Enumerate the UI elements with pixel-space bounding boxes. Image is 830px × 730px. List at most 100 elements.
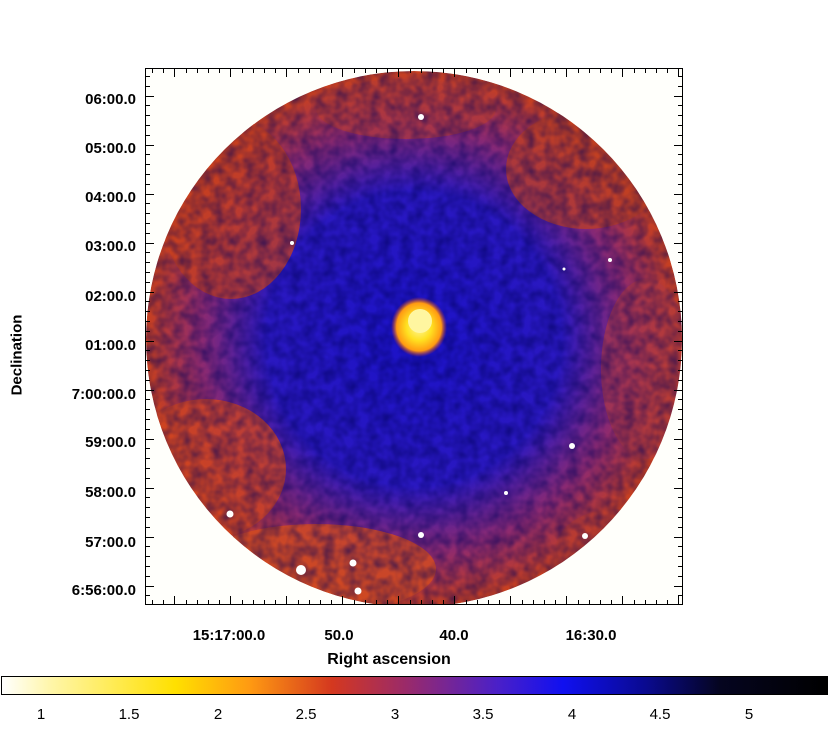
tick-mark: [146, 350, 150, 352]
tick-mark: [308, 69, 310, 73]
y-tick-label: 02:00.0: [85, 288, 136, 305]
colorbar-label: 1.5: [118, 706, 140, 723]
tick-mark: [532, 69, 534, 73]
tick-mark: [208, 69, 209, 73]
x-tick-label: 16:30.0: [565, 627, 617, 644]
tick-mark: [331, 69, 333, 73]
tick-mark: [600, 600, 601, 604]
tick-mark: [622, 69, 624, 77]
colorbar-label: 3: [390, 706, 400, 723]
tick-mark: [465, 69, 467, 73]
x-tick-label: 50.0: [324, 627, 354, 644]
tick-mark: [185, 600, 187, 604]
y-tick-label: 6:56:00.0: [71, 582, 136, 599]
tick-mark: [432, 600, 433, 604]
tick-mark: [230, 69, 232, 77]
tick-mark: [146, 193, 154, 195]
tick-mark: [420, 600, 422, 604]
tick-mark: [611, 69, 613, 73]
tick-mark: [174, 596, 176, 604]
tick-mark: [320, 600, 321, 604]
tick-mark: [644, 69, 646, 73]
tick-mark: [146, 164, 150, 166]
tick-mark: [656, 69, 657, 73]
tick-mark: [342, 596, 344, 604]
tick-mark: [146, 419, 150, 420]
tick-mark: [146, 566, 150, 567]
tick-mark: [331, 600, 333, 604]
tick-mark: [678, 272, 682, 273]
tick-mark: [588, 69, 590, 73]
tick-mark: [678, 526, 682, 528]
tick-mark: [342, 69, 344, 77]
tick-mark: [146, 409, 150, 411]
tick-mark: [678, 556, 682, 558]
tick-mark: [196, 69, 198, 73]
tick-mark: [600, 69, 601, 73]
tick-mark: [678, 497, 682, 499]
tick-mark: [146, 144, 154, 146]
tick-mark: [146, 213, 150, 215]
tick-mark: [678, 115, 682, 117]
tick-mark: [297, 69, 299, 73]
tick-mark: [364, 600, 366, 604]
tick-mark: [196, 600, 198, 604]
tick-mark: [678, 85, 682, 87]
tick-mark: [275, 600, 277, 604]
tick-mark: [678, 301, 682, 303]
tick-mark: [146, 585, 154, 587]
tick-mark: [146, 428, 150, 430]
tick-mark: [443, 600, 445, 604]
tick-mark: [230, 596, 232, 604]
y-tick-label: 59:00.0: [85, 434, 136, 451]
tick-mark: [674, 585, 682, 587]
tick-mark: [146, 242, 154, 244]
tick-mark: [286, 596, 288, 604]
tick-mark: [146, 360, 150, 362]
tick-mark: [146, 370, 150, 371]
tick-mark: [146, 85, 150, 87]
tick-mark: [364, 69, 366, 73]
tick-mark: [544, 69, 545, 73]
tick-mark: [678, 262, 682, 264]
tick-mark: [146, 468, 150, 469]
tick-mark: [678, 125, 682, 126]
tick-mark: [185, 69, 187, 73]
tick-mark: [678, 76, 682, 77]
tick-mark: [678, 223, 682, 224]
tick-mark: [644, 600, 646, 604]
y-axis-title: Declination: [8, 314, 26, 396]
tick-mark: [678, 477, 682, 479]
tick-mark: [544, 600, 545, 604]
tick-mark: [146, 291, 154, 293]
tick-mark: [499, 69, 501, 73]
tick-mark: [146, 203, 150, 205]
tick-mark: [622, 596, 624, 604]
tick-mark: [252, 69, 254, 73]
tick-mark: [555, 600, 557, 604]
tick-mark: [146, 272, 150, 273]
tick-mark: [678, 164, 682, 166]
tick-mark: [678, 154, 682, 156]
tick-mark: [241, 600, 243, 604]
tick-mark: [674, 95, 682, 97]
tick-mark: [521, 600, 523, 604]
tick-mark: [286, 69, 288, 77]
tick-mark: [264, 69, 265, 73]
tick-mark: [678, 507, 682, 509]
tick-mark: [674, 438, 682, 440]
tick-mark: [163, 600, 165, 604]
tick-mark: [678, 203, 682, 205]
tick-mark: [674, 144, 682, 146]
x-axis-title: Right ascension: [327, 651, 451, 668]
tick-mark: [674, 536, 682, 538]
tick-mark: [678, 330, 682, 332]
tick-mark: [488, 69, 489, 73]
tick-mark: [146, 556, 150, 558]
tick-mark: [454, 596, 456, 604]
tick-mark: [398, 596, 400, 604]
tick-mark: [678, 281, 682, 283]
colorbar-label: 1: [36, 706, 46, 723]
tick-mark: [588, 600, 590, 604]
tick-mark: [146, 76, 150, 77]
